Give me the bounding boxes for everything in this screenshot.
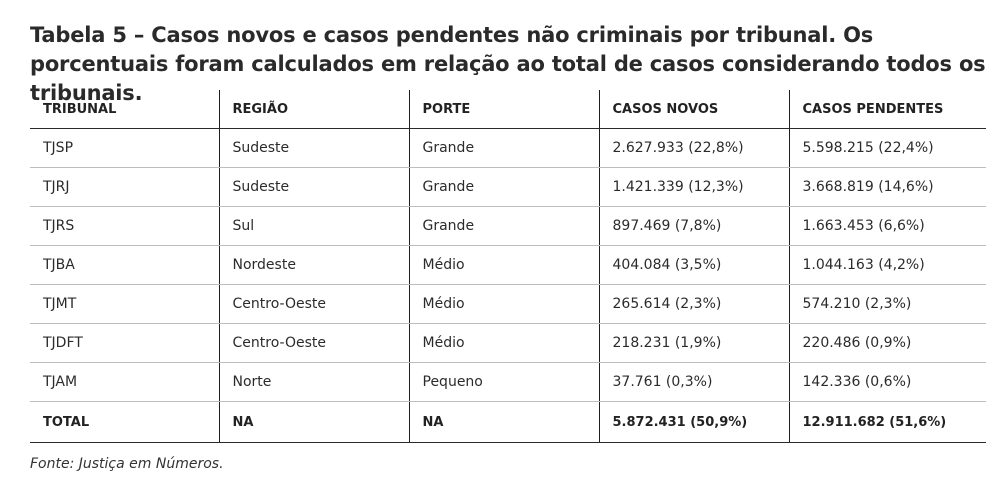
cell-regiao: Sudeste — [218, 128, 409, 168]
cell-porte: Grande — [408, 167, 599, 207]
cell-casos-pendentes: 574.210 (2,3%) — [788, 284, 986, 324]
cell-casos-pendentes: 142.336 (0,6%) — [788, 362, 986, 402]
cell-casos-novos: 897.469 (7,8%) — [598, 206, 789, 246]
table-caption: Tabela 5 – Casos novos e casos pendentes… — [30, 23, 986, 105]
cell-porte: Pequeno — [408, 362, 599, 402]
source-note: Fonte: Justiça em Números. — [30, 456, 224, 472]
cell-casos-novos: 218.231 (1,9%) — [598, 323, 789, 363]
header-porte: PORTE — [408, 90, 599, 129]
table-header-row: TRIBUNAL REGIÃO PORTE CASOS NOVOS CASOS … — [30, 90, 986, 129]
cell-tribunal: TJMT — [30, 284, 219, 324]
table-row: TJRJ Sudeste Grande 1.421.339 (12,3%) 3.… — [30, 167, 986, 207]
header-casos-pendentes: CASOS PENDENTES — [788, 90, 986, 129]
table-row: TJBA Nordeste Médio 404.084 (3,5%) 1.044… — [30, 245, 986, 285]
cell-tribunal: TJBA — [30, 245, 219, 285]
cell-casos-pendentes: 1.044.163 (4,2%) — [788, 245, 986, 285]
table-row: TJMT Centro-Oeste Médio 265.614 (2,3%) 5… — [30, 284, 986, 324]
total-label: TOTAL — [30, 401, 219, 443]
cell-porte: Médio — [408, 245, 599, 285]
cell-regiao: Centro-Oeste — [218, 323, 409, 363]
total-casos-novos: 5.872.431 (50,9%) — [598, 401, 789, 443]
total-casos-pendentes: 12.911.682 (51,6%) — [788, 401, 986, 443]
cell-regiao: Sudeste — [218, 167, 409, 207]
cell-casos-pendentes: 220.486 (0,9%) — [788, 323, 986, 363]
cell-casos-pendentes: 3.668.819 (14,6%) — [788, 167, 986, 207]
cell-regiao: Centro-Oeste — [218, 284, 409, 324]
cell-regiao: Norte — [218, 362, 409, 402]
cell-casos-novos: 265.614 (2,3%) — [598, 284, 789, 324]
table-row: TJRS Sul Grande 897.469 (7,8%) 1.663.453… — [30, 206, 986, 246]
cell-tribunal: TJDFT — [30, 323, 219, 363]
cell-tribunal: TJAM — [30, 362, 219, 402]
header-casos-novos: CASOS NOVOS — [598, 90, 789, 129]
header-tribunal: TRIBUNAL — [30, 90, 219, 129]
header-regiao: REGIÃO — [218, 90, 409, 129]
cell-casos-pendentes: 5.598.215 (22,4%) — [788, 128, 986, 168]
cell-tribunal: TJRJ — [30, 167, 219, 207]
table-total-row: TOTAL NA NA 5.872.431 (50,9%) 12.911.682… — [30, 401, 986, 443]
cell-tribunal: TJSP — [30, 128, 219, 168]
cell-casos-novos: 2.627.933 (22,8%) — [598, 128, 789, 168]
table-row: TJAM Norte Pequeno 37.761 (0,3%) 142.336… — [30, 362, 986, 402]
cell-casos-pendentes: 1.663.453 (6,6%) — [788, 206, 986, 246]
cases-table: TRIBUNAL REGIÃO PORTE CASOS NOVOS CASOS … — [30, 90, 986, 443]
total-porte: NA — [408, 401, 599, 443]
cell-casos-novos: 404.084 (3,5%) — [598, 245, 789, 285]
cell-porte: Médio — [408, 323, 599, 363]
cell-tribunal: TJRS — [30, 206, 219, 246]
table-row: TJSP Sudeste Grande 2.627.933 (22,8%) 5.… — [30, 128, 986, 168]
cell-regiao: Sul — [218, 206, 409, 246]
cell-porte: Médio — [408, 284, 599, 324]
cell-porte: Grande — [408, 128, 599, 168]
total-regiao: NA — [218, 401, 409, 443]
cell-regiao: Nordeste — [218, 245, 409, 285]
cell-porte: Grande — [408, 206, 599, 246]
cell-casos-novos: 37.761 (0,3%) — [598, 362, 789, 402]
table-row: TJDFT Centro-Oeste Médio 218.231 (1,9%) … — [30, 323, 986, 363]
cell-casos-novos: 1.421.339 (12,3%) — [598, 167, 789, 207]
